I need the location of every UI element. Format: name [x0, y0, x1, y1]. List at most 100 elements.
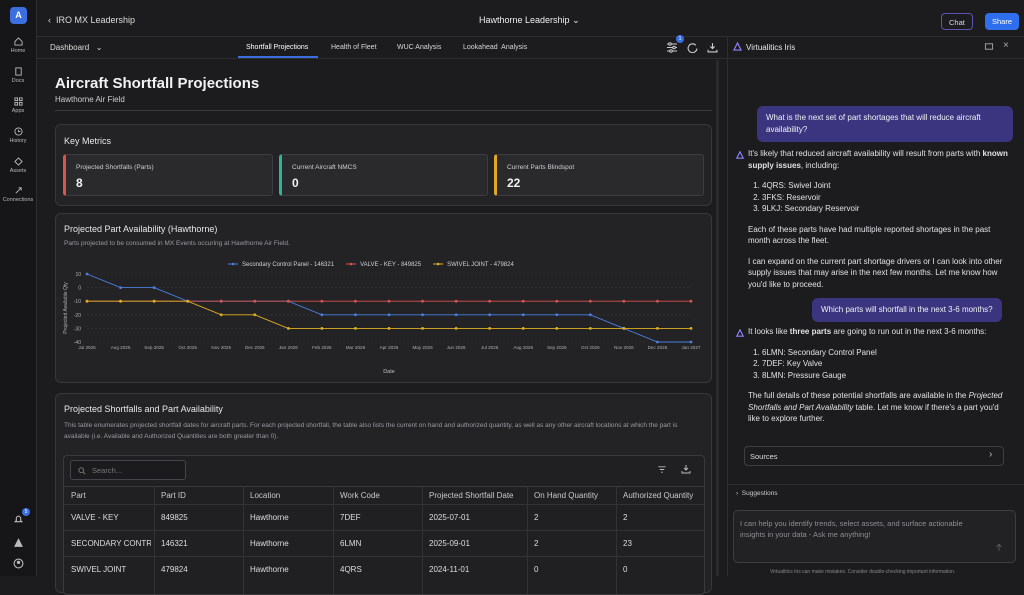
tab[interactable]: Health of Fleet: [331, 44, 377, 51]
list-item: 3FKS: Reservoir: [762, 192, 1010, 204]
page-subtitle: Hawthorne Air Field: [55, 95, 125, 104]
table-download-icon[interactable]: [681, 464, 691, 474]
data-point: [454, 327, 458, 330]
data-point: [119, 286, 122, 289]
part-list: 6LMN: Secondary Control Panel 7DEF: Key …: [748, 347, 1010, 382]
table-cell: 2: [534, 513, 539, 522]
dashboard-switcher[interactable]: Hawthorne Leadership ⌄: [479, 15, 580, 25]
text: are going to run out in the next 3-6 mon…: [831, 327, 987, 336]
table-cell: 2: [534, 539, 539, 548]
rail-label: Connections: [2, 197, 34, 203]
refresh-icon[interactable]: [687, 42, 698, 53]
column-divider: [616, 486, 617, 594]
share-button[interactable]: Share: [985, 13, 1020, 30]
chat-input[interactable]: I can help you identify trends, select a…: [733, 510, 1016, 563]
rail-history[interactable]: History: [0, 127, 36, 144]
data-point: [320, 327, 324, 330]
divider: [55, 110, 712, 111]
data-point: [387, 313, 391, 317]
icon: [13, 157, 23, 166]
table-filter-icon[interactable]: [657, 465, 667, 474]
data-point: [454, 299, 458, 303]
data-point: [656, 340, 659, 344]
top-bar: ‹ IRO MX Leadership Hawthorne Leadership…: [37, 0, 1024, 37]
data-point: [555, 299, 559, 303]
logo[interactable]: A: [10, 7, 27, 24]
suggestions-toggle[interactable]: › Suggestions: [736, 490, 778, 497]
new-chat-icon[interactable]: [984, 42, 994, 51]
data-point: [354, 299, 357, 303]
rail-assets[interactable]: Assets: [0, 157, 36, 174]
data-point: [152, 286, 156, 289]
search-box[interactable]: Search...: [70, 460, 186, 480]
x-tick-label: Jul 2025: [78, 345, 96, 350]
metric-label: Projected Shortfalls (Parts): [76, 164, 154, 171]
download-icon[interactable]: [707, 42, 718, 53]
filter-icon[interactable]: [666, 42, 678, 53]
app: A Home Docs Apps History Assets Connecti…: [0, 0, 1024, 576]
rail-label: Assets: [9, 168, 27, 174]
row-border: [64, 556, 704, 557]
rail-home[interactable]: Home: [0, 37, 36, 54]
data-point: [219, 299, 223, 303]
back-link[interactable]: ‹ IRO MX Leadership: [48, 15, 136, 25]
column-divider: [243, 486, 244, 594]
table-cell: 2: [623, 513, 628, 522]
data-point: [186, 299, 190, 303]
chat-button[interactable]: Chat: [941, 13, 973, 30]
data-point: [85, 272, 89, 276]
row-border: [64, 530, 704, 531]
y-tick-label: -20: [74, 313, 81, 319]
disclaimer: Virtualitics Iris can make mistakes. Con…: [770, 569, 956, 575]
data-point: [488, 313, 492, 317]
metric-value: 22: [507, 176, 521, 190]
data-point: [454, 313, 458, 317]
chart-subtitle: Parts projected to be consumed in MX Eve…: [64, 240, 290, 247]
table-cell: 479824: [161, 565, 188, 574]
alerts-icon[interactable]: [13, 537, 24, 548]
tab[interactable]: WUC Analysis: [397, 44, 442, 51]
iris-icon: [733, 42, 742, 51]
send-icon[interactable]: [995, 543, 1003, 552]
column-header: Projected Shortfall Date: [429, 491, 514, 500]
rail-connections[interactable]: Connections: [0, 186, 36, 203]
table-cell: 4QRS: [340, 565, 362, 574]
legend-label: SWIVEL JOINT - 479824: [447, 262, 514, 268]
data-point: [555, 313, 559, 317]
legend-dot: [349, 262, 353, 266]
x-tick-label: Dec 2025: [245, 345, 265, 350]
data-point: [253, 313, 257, 317]
metric-value: 0: [292, 176, 299, 190]
tab[interactable]: Shortfall Projections: [246, 44, 309, 51]
side-rail: A Home Docs Apps History Assets Connecti…: [0, 0, 37, 576]
profile-icon[interactable]: [13, 558, 24, 569]
x-tick-label: Aug 2026: [513, 345, 533, 350]
data-point: [421, 327, 424, 330]
active-tab-indicator: [238, 56, 318, 58]
rail-apps[interactable]: Apps: [0, 97, 36, 114]
table-cell: 0: [623, 565, 628, 574]
data-point: [354, 313, 357, 317]
paragraph: It looks like three parts are going to r…: [748, 326, 1010, 338]
rail-label: Home: [10, 48, 26, 54]
data-point: [521, 313, 525, 317]
list-item: 9LKJ: Secondary Reservoir: [762, 203, 1010, 215]
iris-title: Virtualitics Iris: [746, 43, 796, 52]
x-tick-label: May 2026: [412, 345, 433, 350]
x-tick-label: Sep 2025: [144, 345, 164, 350]
filter-badge: 1: [676, 35, 684, 43]
view-select[interactable]: Dashboard ⌄: [50, 43, 103, 52]
tab[interactable]: Lookahead Analysis: [463, 44, 528, 51]
data-point: [622, 299, 626, 303]
column-header: Part: [71, 491, 86, 500]
rail-docs[interactable]: Docs: [0, 67, 36, 84]
table-description: This table enumerates projected shortfal…: [64, 422, 678, 440]
close-button[interactable]: ×: [1003, 40, 1009, 51]
data-point: [622, 327, 626, 330]
series-line: [86, 273, 691, 343]
data-point: [152, 299, 156, 303]
sources-toggle[interactable]: Sources ›: [744, 446, 1004, 466]
notifications-icon[interactable]: [13, 514, 24, 525]
data-point: [320, 299, 324, 303]
x-tick-label: Apr 2026: [380, 345, 399, 350]
